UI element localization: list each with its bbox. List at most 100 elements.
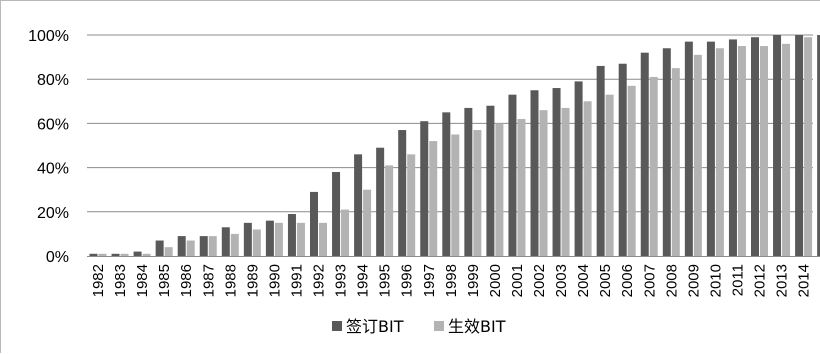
bar-effective (804, 37, 812, 256)
bar-signed (663, 48, 671, 256)
x-tick-label: 1986 (178, 264, 195, 297)
bar-effective (584, 101, 592, 256)
x-tick-label: 1982 (90, 264, 107, 297)
bar-signed (486, 106, 494, 256)
x-tick-label: 1998 (443, 264, 460, 297)
bar-signed (751, 37, 759, 256)
bar-effective (99, 254, 107, 256)
bar-effective (209, 236, 217, 256)
bar-effective (672, 68, 680, 256)
bar-signed (332, 172, 340, 256)
bar-signed (729, 39, 737, 256)
x-tick-label: 2006 (619, 264, 636, 297)
y-tick-label: 40% (37, 161, 69, 178)
y-tick-label: 100% (28, 28, 69, 45)
bar-signed (553, 88, 561, 256)
legend-swatch-effective (434, 321, 444, 331)
bar-effective (473, 130, 481, 256)
x-tick-label: 1999 (465, 264, 482, 297)
bar-signed (310, 192, 318, 256)
x-tick-label: 1995 (377, 264, 394, 297)
bar-effective (231, 234, 239, 256)
bar-signed (266, 221, 274, 256)
x-tick-label: 1994 (355, 264, 372, 297)
bar-effective (562, 108, 570, 256)
y-tick-label: 60% (37, 116, 69, 133)
bar-signed (442, 112, 450, 256)
x-tick-label: 2014 (796, 264, 813, 297)
bar-effective (540, 110, 548, 256)
bar-effective (341, 210, 349, 256)
bar-signed (222, 227, 230, 256)
bar-effective (363, 190, 371, 256)
bar-signed (200, 236, 208, 256)
x-tick-label: 2000 (487, 264, 504, 297)
bar-effective (495, 123, 503, 256)
bar-signed (575, 81, 583, 256)
bar-effective (628, 86, 636, 256)
bar-signed (464, 108, 472, 256)
x-tick-label: 2004 (575, 264, 592, 297)
bar-signed (619, 64, 627, 256)
x-tick-label: 2010 (707, 264, 724, 297)
x-tick-label: 1992 (311, 264, 328, 297)
bar-effective (275, 223, 283, 256)
legend: 签订BIT 生效BIT (332, 317, 506, 336)
legend-label-effective: 生效BIT (448, 317, 506, 336)
bar-effective (782, 44, 790, 256)
bar-effective (650, 77, 658, 256)
x-tick-label: 1993 (333, 264, 350, 297)
bars (90, 35, 820, 256)
x-tick-label: 1991 (288, 264, 305, 297)
x-tick-label: 1990 (266, 264, 283, 297)
x-tick-label: 2002 (531, 264, 548, 297)
x-tick-label: 2011 (729, 264, 746, 296)
y-tick-label: 80% (37, 72, 69, 89)
bar-effective (694, 55, 702, 256)
x-tick-label: 1983 (112, 264, 129, 297)
bar-effective (451, 134, 459, 256)
bar-effective (760, 46, 768, 256)
x-tick-label: 2012 (752, 264, 769, 297)
bar-signed (420, 121, 428, 256)
bar-signed (288, 214, 296, 256)
bar-effective (319, 223, 327, 256)
bar-effective (407, 154, 415, 256)
bar-signed (156, 241, 164, 256)
x-tick-label: 2008 (663, 264, 680, 297)
legend-label-signed: 签订BIT (346, 317, 404, 336)
x-tick-label: 2013 (774, 264, 791, 297)
x-tick-label: 1984 (134, 264, 151, 297)
bar-signed (134, 252, 142, 256)
bar-signed (376, 148, 384, 256)
x-tick-label: 1997 (421, 264, 438, 297)
y-tick-label: 0% (46, 249, 69, 266)
x-tick-label: 2001 (509, 264, 526, 297)
bar-signed (354, 154, 362, 256)
x-tick-label: 1987 (200, 264, 217, 297)
bar-signed (795, 35, 803, 256)
bar-effective (165, 247, 173, 256)
bar-signed (685, 42, 693, 256)
x-tick-label: 1996 (399, 264, 416, 297)
x-tick-label: 2009 (685, 264, 702, 297)
bar-signed (244, 223, 252, 256)
x-tick-label: 2005 (597, 264, 614, 297)
bar-signed (531, 90, 539, 256)
legend-swatch-signed (332, 321, 342, 331)
bar-signed (90, 254, 98, 256)
bar-effective (517, 119, 525, 256)
bar-effective (606, 95, 614, 256)
x-tick-label: 2007 (641, 264, 658, 297)
bar-effective (716, 48, 724, 256)
bar-signed (398, 130, 406, 256)
bar-signed (178, 236, 186, 256)
x-tick-label: 2003 (553, 264, 570, 297)
bar-signed (707, 42, 715, 256)
x-tick-label: 1989 (244, 264, 261, 297)
bar-effective (429, 141, 437, 256)
x-tick-label: 1985 (156, 264, 173, 297)
